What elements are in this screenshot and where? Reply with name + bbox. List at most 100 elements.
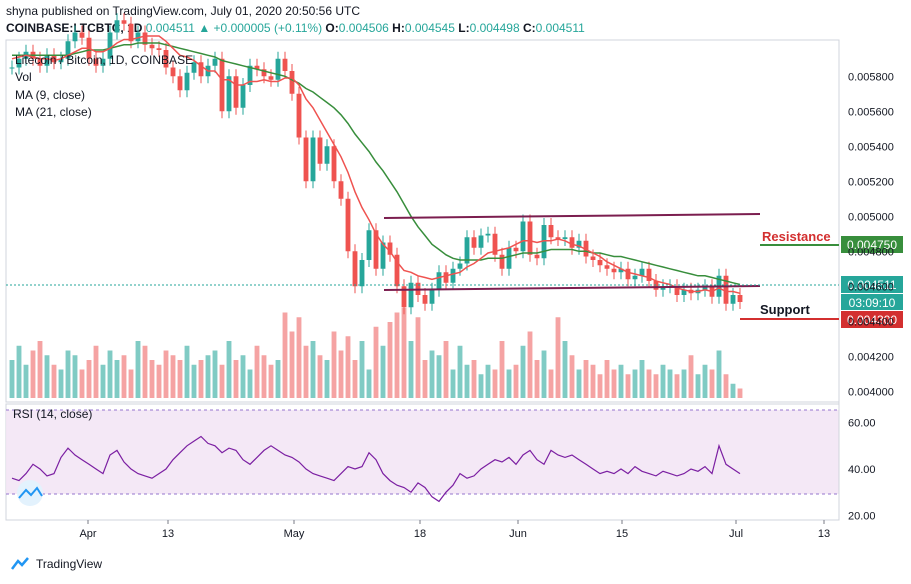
volume-bar	[625, 374, 631, 398]
volume-bar	[597, 374, 603, 398]
volume-bar	[254, 345, 260, 398]
candle-body	[478, 235, 484, 248]
low-value: 0.004498	[469, 21, 520, 35]
candle-body	[58, 58, 64, 63]
price-tick-label: 0.005000	[848, 211, 894, 223]
candle-body	[569, 237, 575, 248]
candle-body	[177, 76, 183, 91]
volume-bar	[576, 369, 582, 398]
rsi-tick-label: 60.00	[848, 418, 876, 430]
candle-body	[310, 137, 316, 182]
countdown-text: 03:09:10	[849, 296, 896, 310]
countdown-tag	[841, 294, 903, 310]
volume-bar	[373, 326, 379, 398]
candle-body	[303, 137, 309, 182]
symbol-label: COINBASE:LTCBTC, 1D	[6, 21, 143, 35]
candle-body	[653, 281, 659, 290]
volume-bar	[247, 369, 253, 398]
volume-bar	[310, 341, 316, 398]
rsi-axis: 60.00 40.00 20.00	[848, 418, 876, 523]
candle-body	[590, 256, 596, 260]
candle-body	[527, 221, 533, 255]
tradingview-logo-icon	[11, 557, 29, 570]
candle-body	[296, 93, 302, 138]
volume-bar	[730, 383, 736, 398]
volume-bar	[716, 350, 722, 398]
channel-upper-line	[383, 213, 761, 219]
candle-body	[198, 62, 204, 77]
candle-body	[723, 275, 729, 304]
candle-body	[513, 247, 519, 252]
volume-bar	[359, 341, 365, 398]
candle-body	[121, 20, 127, 24]
candle-body	[471, 237, 477, 248]
candle-body	[485, 233, 491, 236]
volume-bar	[79, 369, 85, 398]
open-label: O:	[325, 21, 339, 35]
volume-bar	[135, 341, 141, 398]
channel-lower-line	[383, 285, 761, 291]
volume-bar	[632, 369, 638, 398]
candle-body	[44, 55, 50, 66]
volume-bar	[674, 374, 680, 398]
time-tick-label: Jul	[729, 528, 743, 540]
volume-bar	[618, 364, 624, 398]
candle-body	[107, 32, 113, 59]
volume-bar	[51, 364, 57, 398]
candle-body	[541, 225, 547, 259]
candle-body	[254, 65, 260, 70]
price-axis: 0.005800 0.005600 0.005400 0.005200 0.005000…	[848, 71, 894, 398]
rsi-band	[6, 410, 839, 494]
volume-bar	[702, 364, 708, 398]
candle-body	[499, 254, 505, 269]
candle-body	[142, 32, 148, 45]
candle-body	[128, 23, 134, 42]
volume-bar	[555, 317, 561, 398]
candle-body	[422, 295, 428, 304]
legend-title: Litecoin / Bitcoin, 1D, COINBASE	[15, 53, 193, 67]
candle-body	[247, 65, 253, 85]
volume-bar	[457, 345, 463, 398]
candle-body	[520, 221, 526, 252]
candle-body	[387, 242, 393, 255]
volume-bar	[289, 331, 295, 398]
candle-body	[394, 254, 400, 287]
volume-bar	[520, 345, 526, 398]
volume-bar	[149, 360, 155, 398]
candle-body	[345, 198, 351, 252]
candle-body	[464, 237, 470, 264]
ma21-line	[12, 42, 741, 286]
volume-bar	[611, 369, 617, 398]
candle-body	[240, 85, 246, 108]
low-label: L:	[458, 21, 470, 35]
main-pane[interactable]	[5, 39, 840, 403]
candle-body	[114, 20, 120, 33]
candle-body	[443, 272, 449, 283]
volume-bar	[205, 355, 211, 398]
volume-bar	[436, 355, 442, 398]
volume-bar	[506, 369, 512, 398]
price-tick-label: 0.005600	[848, 106, 894, 118]
volume-bar	[212, 350, 218, 398]
volume-bar	[23, 364, 29, 398]
volume-bar	[422, 360, 428, 398]
volume-bar	[317, 355, 323, 398]
candle-body	[72, 32, 78, 42]
volume-bar	[471, 360, 477, 398]
change-value: +0.000005 (+0.11%)	[213, 21, 323, 35]
open-value: 0.004506	[338, 21, 389, 35]
volume-bar	[583, 360, 589, 398]
candle-body	[681, 289, 687, 295]
candle-body	[261, 69, 267, 77]
volume-bar	[660, 364, 666, 398]
candle-body	[625, 268, 631, 280]
volume-bar	[492, 369, 498, 398]
candle-body	[583, 240, 589, 257]
volume-bar	[667, 369, 673, 398]
volume-bar	[261, 355, 267, 398]
volume-bar	[639, 360, 645, 398]
volume-bar	[9, 360, 15, 398]
candle-body	[184, 72, 190, 91]
price-tick-label: 0.004800	[848, 246, 894, 258]
